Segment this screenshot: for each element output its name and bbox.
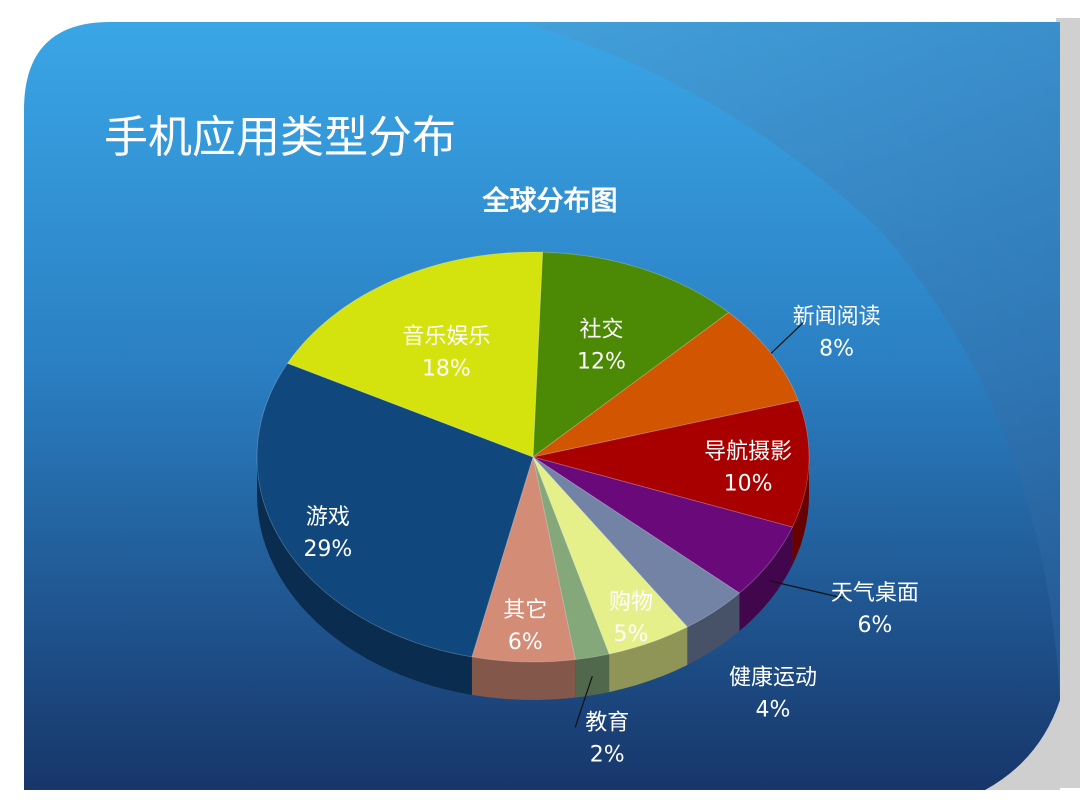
slice-6-top: [532, 456, 688, 655]
slice-4-category-label: 天气桌面: [831, 581, 919, 606]
slice-5-top: [532, 456, 741, 628]
slice-2-percent-label: 8%: [819, 336, 854, 361]
slice-7-side: [575, 654, 610, 698]
slice-7-top: [532, 456, 610, 661]
slice-7-category-label: 教育: [585, 710, 629, 735]
slice-1-top: [532, 251, 730, 458]
slice-1-category-label: 社交: [579, 318, 623, 343]
slice-5-side: [687, 593, 740, 665]
slice-9-percent-label: 29%: [303, 537, 352, 562]
slice-4-side: [739, 527, 793, 632]
slice-7-leader-line: [574, 676, 593, 728]
slice-3-category-label: 导航摄影: [704, 440, 792, 465]
slice-8-side: [471, 656, 576, 700]
slice-8-top: [471, 456, 576, 663]
pie-labels: 社交 12% 新闻阅读 8% 导航摄影 10% 天气桌面 6% 健康运动 4% 购物 5% 教育 2% 其它…: [303, 304, 918, 767]
slice-5-category-label: 健康运动: [729, 666, 817, 691]
slice-3-top: [532, 400, 810, 528]
slice-6-percent-label: 5%: [614, 622, 649, 647]
slice-2-category-label: 新闻阅读: [793, 304, 881, 329]
slice-6-side: [609, 627, 688, 693]
slice-4-top: [532, 456, 793, 594]
slice-9-side: [257, 457, 472, 695]
slice-5-percent-label: 4%: [756, 698, 791, 723]
decorative-swoosh: [520, 22, 1060, 700]
slice-2-leader-line: [770, 320, 806, 354]
slice-10-top: [286, 251, 544, 458]
pie-chart: [256, 251, 810, 700]
slice-8-percent-label: 6%: [508, 630, 543, 655]
slide-title: 手机应用类型分布: [104, 112, 456, 163]
slice-10-category-label: 音乐娱乐: [402, 324, 490, 349]
slice-7-percent-label: 2%: [590, 742, 625, 767]
slice-3-side: [792, 457, 809, 566]
slice-6-category-label: 购物: [609, 590, 653, 615]
page-curl: [985, 700, 1060, 790]
slice-9-top: [256, 362, 534, 658]
slice-8-category-label: 其它: [503, 598, 547, 623]
slice-10-percent-label: 18%: [422, 356, 471, 381]
slice-2-top: [532, 312, 799, 458]
slice-3-percent-label: 10%: [724, 472, 773, 497]
slice-9-category-label: 游戏: [306, 505, 350, 530]
chart-title: 全球分布图: [482, 186, 618, 217]
slice-4-percent-label: 6%: [857, 613, 892, 638]
slice-4-leader-line: [769, 580, 844, 599]
slice-1-percent-label: 12%: [577, 350, 626, 375]
